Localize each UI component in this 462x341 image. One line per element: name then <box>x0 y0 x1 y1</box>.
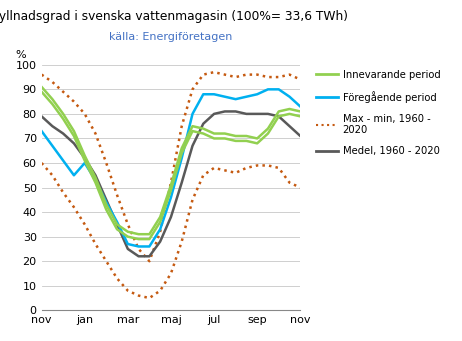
Text: Fyllnadsgrad i svenska vattenmagasin (100%= 33,6 TWh): Fyllnadsgrad i svenska vattenmagasin (10… <box>0 10 348 23</box>
Y-axis label: %: % <box>16 50 26 60</box>
Legend: Innevarande period, Föregående period, Max - min, 1960 -
2020, Medel, 1960 - 202: Innevarande period, Föregående period, M… <box>316 70 440 156</box>
Text: källa: Energiföretagen: källa: Energiföretagen <box>109 32 233 42</box>
